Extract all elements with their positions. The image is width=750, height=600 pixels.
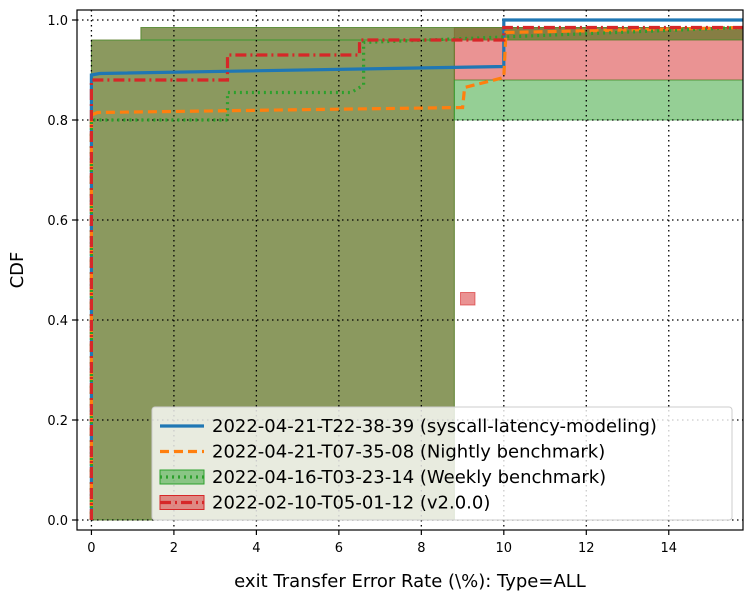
y-tick-label-4: 0.8 <box>47 114 68 129</box>
legend-label-1: 2022-04-21-T07-35-08 (Nightly benchmark) <box>212 442 605 463</box>
y-tick-label-5: 1.0 <box>47 14 68 29</box>
plot-frame <box>76 9 744 531</box>
x-axis-label: exit Transfer Error Rate (\%): Type=ALL <box>234 571 586 592</box>
x-tick-label-1: 2 <box>170 541 178 556</box>
legend-entries: 2022-04-21-T22-38-39 (syscall-latency-mo… <box>159 416 657 514</box>
band-6 <box>460 292 476 306</box>
series-line-3 <box>89 25 743 520</box>
x-tick-label-2: 4 <box>252 541 260 556</box>
legend: 2022-04-21-T22-38-39 (syscall-latency-mo… <box>151 406 733 521</box>
x-tick-label-0: 0 <box>87 541 95 556</box>
legend-label-3: 2022-02-10-T05-01-12 (v2.0.0) <box>212 493 490 514</box>
x-tick-label-7: 14 <box>660 541 677 556</box>
y-tick-label-1: 0.2 <box>47 414 68 429</box>
x-tick-label-6: 12 <box>578 541 595 556</box>
series-lines <box>89 18 744 520</box>
y-tick-label-0: 0.0 <box>47 514 68 529</box>
x-tick-label-3: 6 <box>335 541 343 556</box>
y-tick-label-2: 0.4 <box>47 314 68 329</box>
axis-ticks: 0 2 4 6 8 10 12 14 0.0 0.2 0.4 0.6 0.8 1.0 <box>47 14 677 556</box>
legend-box <box>151 406 733 521</box>
x-tick-label-5: 10 <box>496 541 513 556</box>
series-line-2 <box>89 25 744 520</box>
x-tick-label-4: 8 <box>417 541 425 556</box>
y-tick-label-3: 0.6 <box>47 214 68 229</box>
y-axis-label: CDF <box>7 252 28 289</box>
band-4 <box>453 79 744 121</box>
legend-label-2: 2022-04-16-T03-23-14 (Weekly benchmark) <box>212 467 606 488</box>
legend-label-0: 2022-04-21-T22-38-39 (syscall-latency-mo… <box>212 416 657 437</box>
